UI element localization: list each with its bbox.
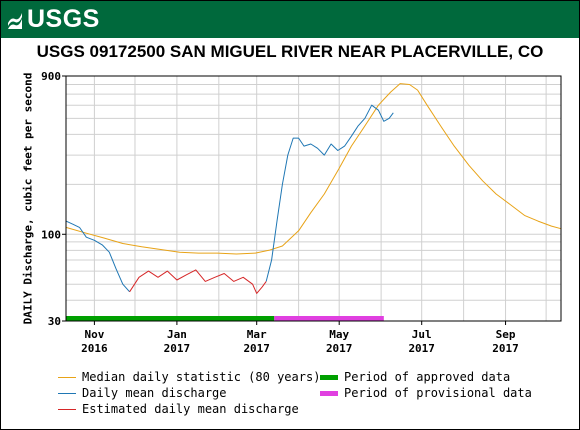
y-tick-label: 100 [41,228,61,241]
series-line [65,83,562,255]
x-tick-label: Jul [412,328,432,341]
legend-label: Daily mean discharge [82,386,227,400]
x-tick-year: 2017 [243,342,270,355]
legend-item: Estimated daily mean discharge [58,402,299,416]
y-tick-label: 900 [41,70,61,83]
series-line [129,269,267,294]
series-line [65,220,130,293]
discharge-chart: 30100900Nov2016Jan2017Mar2017May2017Jul2… [41,70,562,355]
plot-border [65,75,562,322]
series-line [265,104,394,282]
legend-item: Period of approved data [320,370,510,384]
legend-item: Daily mean discharge [58,386,227,400]
legend-item: Period of provisional data [320,386,532,400]
x-tick-label: Sep [496,328,516,341]
y-tick-label: 30 [48,315,61,328]
legend: Median daily statistic (80 years) Period … [58,370,578,425]
usgs-wave-icon [8,12,22,29]
x-tick-label: May [329,328,349,341]
x-tick-label: Nov [84,328,104,341]
x-tick-year: 2016 [81,342,108,355]
legend-label: Period of provisional data [344,386,532,400]
legend-label: Median daily statistic (80 years) [82,370,321,384]
legend-swatch [58,376,76,378]
usgs-logo: USGS [7,5,100,34]
chart-title: USGS 09172500 SAN MIGUEL RIVER NEAR PLAC… [36,42,544,61]
period-bars [66,316,384,321]
grid [66,76,561,321]
legend-swatch [320,390,338,396]
legend-swatch [58,408,76,410]
header-banner: USGS [1,1,579,38]
x-tick-year: 2017 [408,342,435,355]
legend-label: Estimated daily mean discharge [82,402,299,416]
x-tick-year: 2017 [164,342,191,355]
axis-ticks: 30100900Nov2016Jan2017Mar2017May2017Jul2… [41,70,519,355]
legend-swatch [58,392,76,394]
legend-item: Median daily statistic (80 years) [58,370,320,384]
period-bar [66,316,275,321]
legend-label: Period of approved data [344,370,511,384]
x-tick-label: Jan [167,328,187,341]
logo-text: USGS [27,5,100,33]
legend-swatch [320,374,338,380]
x-tick-label: Mar [247,328,267,341]
series-lines [65,83,562,294]
x-tick-year: 2017 [326,342,353,355]
x-tick-year: 2017 [492,342,519,355]
period-bar [274,316,384,321]
